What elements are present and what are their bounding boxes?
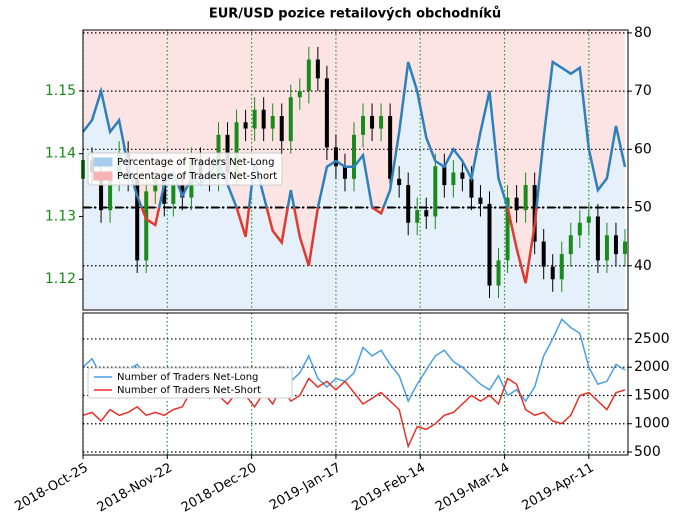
candle-body <box>568 235 573 255</box>
candle-body <box>324 78 329 148</box>
legend-box <box>87 152 283 186</box>
legend-label: Number of Traders Net-Long <box>117 372 258 383</box>
x-tick-label: 2018-Nov-22 <box>95 461 175 516</box>
candle-body <box>460 172 465 179</box>
candle-body <box>433 166 438 217</box>
legend: Percentage of Traders Net-Long Percentage… <box>87 152 283 186</box>
candle-body <box>279 116 284 142</box>
candle-body <box>496 260 501 286</box>
candle-body <box>315 59 320 79</box>
y2-tick-label: 60 <box>634 141 652 157</box>
candle-body <box>288 97 293 142</box>
y2-tick-label: 80 <box>634 25 652 41</box>
candle-body <box>613 235 618 255</box>
x-tick-label: 2018-Dec-20 <box>179 461 259 516</box>
candle-body <box>523 185 528 211</box>
candle-body <box>252 109 257 129</box>
y2-tick-label: 40 <box>634 258 652 274</box>
candle-body <box>379 116 384 129</box>
candle-body <box>99 172 104 211</box>
legend-label: Percentage of Traders Net-Long <box>117 157 275 168</box>
y-tick-label: 500 <box>634 444 661 460</box>
candle-body <box>180 185 185 198</box>
plot-frame <box>82 312 629 456</box>
legend-label: Percentage of Traders Net-Short <box>117 171 277 182</box>
candle-body <box>406 185 411 223</box>
candle-body <box>243 122 248 129</box>
candle-body <box>297 90 302 98</box>
y-tick-label: 1500 <box>634 387 670 403</box>
candle-body <box>586 216 591 223</box>
candle-body <box>541 241 546 267</box>
legend-label: Number of Traders Net-Short <box>117 385 261 396</box>
candle-body <box>469 178 474 198</box>
candle-body <box>559 254 564 280</box>
candle-body <box>171 185 176 204</box>
y-tick-label: 2000 <box>634 359 670 375</box>
x-tick-label: 2018-Oct-25 <box>12 461 90 515</box>
y-tick-label: 1000 <box>634 416 670 432</box>
candle-body <box>370 116 375 129</box>
legend: Number of Traders Net-Long Number of Trad… <box>87 367 293 399</box>
candle-body <box>162 178 167 204</box>
candle-body <box>144 191 149 261</box>
candle-body <box>595 216 600 261</box>
y2-tick-label: 50 <box>634 200 652 216</box>
plot-frame <box>82 29 629 311</box>
x-tick-label: 2019-Feb-14 <box>349 461 428 515</box>
candle-body <box>270 116 275 129</box>
y2-tick-label: 70 <box>634 83 652 99</box>
candle-body <box>487 203 492 286</box>
candle-body <box>333 147 338 167</box>
candle-body <box>361 116 366 135</box>
chart-title: EUR/USD pozice retailových obchodníků <box>209 7 501 22</box>
candle-body <box>415 210 420 223</box>
legend-swatch <box>93 171 113 181</box>
x-tick-label: 2019-Mar-14 <box>433 461 512 515</box>
y-tick-label: 1.14 <box>45 146 76 162</box>
legend-box <box>87 367 293 399</box>
pct-line-below <box>140 207 538 284</box>
candle-body <box>622 241 627 255</box>
candle-body <box>306 59 311 91</box>
candle-body <box>478 197 483 204</box>
candle-body <box>135 178 140 261</box>
candle-body <box>451 172 456 186</box>
x-tick-label: 2019-Apr-11 <box>519 461 596 514</box>
candle-body <box>351 134 356 179</box>
legend-swatch <box>93 157 113 167</box>
candle-body <box>577 222 582 236</box>
candle-body <box>342 166 347 179</box>
y-tick-label: 1.13 <box>45 208 76 224</box>
candle-body <box>108 178 113 211</box>
x-tick-label: 2019-Jan-17 <box>267 461 344 514</box>
candle-body <box>424 210 429 217</box>
y-tick-label: 1.15 <box>45 83 76 99</box>
candle-body <box>550 266 555 280</box>
y-tick-label: 2500 <box>634 331 670 347</box>
candle-body <box>388 116 393 179</box>
series-line <box>82 377 626 449</box>
candle-body <box>505 197 510 261</box>
y-tick-label: 1.12 <box>45 271 76 287</box>
candle-body <box>261 109 266 129</box>
candle-body <box>397 178 402 186</box>
candle-body <box>604 235 609 261</box>
candle-body <box>442 166 447 186</box>
candle-body <box>234 122 239 173</box>
candle-body <box>514 197 519 211</box>
